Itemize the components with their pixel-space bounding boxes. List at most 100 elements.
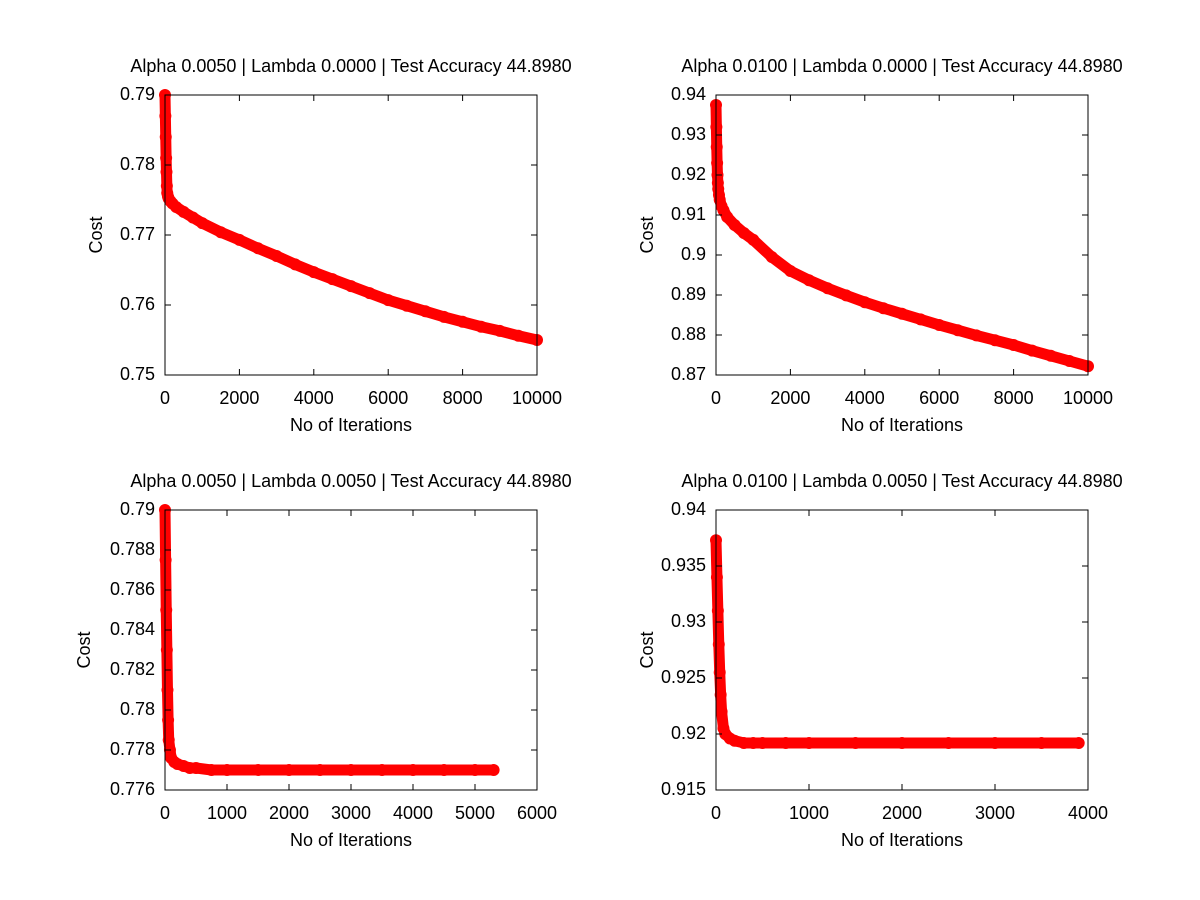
axes-frame: [715, 94, 1089, 376]
point: [438, 310, 450, 323]
point: [711, 604, 724, 617]
chart-title: Alpha 0.0050 | Lambda 0.0000 | Test Accu…: [130, 56, 571, 76]
y-tick-label: 0.94: [671, 499, 706, 519]
y-tick-label: 0.776: [110, 779, 155, 799]
point: [270, 250, 283, 262]
x-axis-label: No of Iterations: [290, 830, 412, 850]
point: [989, 736, 1001, 749]
x-tick-label: 4000: [1068, 803, 1108, 823]
y-tick-label: 0.92: [671, 164, 706, 184]
y-tick-label: 0.93: [671, 124, 706, 144]
chart-title: Alpha 0.0050 | Lambda 0.0050 | Test Accu…: [130, 471, 571, 491]
point: [314, 764, 326, 776]
point: [512, 329, 525, 342]
point: [712, 638, 725, 651]
point: [849, 736, 862, 749]
y-tick-label: 0.778: [110, 739, 155, 759]
point: [162, 734, 175, 746]
y-tick-label: 0.87: [671, 364, 706, 384]
point: [438, 764, 450, 776]
y-axis-label: Cost: [74, 631, 94, 668]
x-tick-label: 8000: [443, 388, 483, 408]
point: [951, 324, 964, 337]
point: [756, 736, 769, 749]
point: [896, 307, 908, 320]
point: [161, 684, 174, 696]
x-tick-label: 0: [160, 803, 170, 823]
x-tick-label: 2000: [882, 803, 922, 823]
point: [252, 242, 264, 255]
x-tick-label: 2000: [770, 388, 810, 408]
y-tick-label: 0.94: [671, 84, 706, 104]
x-axis-label: No of Iterations: [290, 415, 412, 435]
x-tick-label: 6000: [368, 388, 408, 408]
y-tick-label: 0.88: [671, 324, 706, 344]
point: [877, 302, 890, 315]
point: [840, 289, 853, 302]
y-tick-label: 0.93: [671, 611, 706, 631]
x-tick-label: 0: [711, 388, 721, 408]
y-axis-label: Cost: [637, 631, 657, 668]
x-tick-label: 5000: [455, 803, 495, 823]
plot-area: [716, 95, 1088, 375]
point: [307, 266, 320, 279]
point: [1026, 344, 1039, 357]
point: [896, 736, 908, 749]
point: [711, 157, 724, 169]
x-tick-label: 6000: [919, 388, 959, 408]
point: [710, 571, 723, 584]
y-tick-label: 0.9: [681, 244, 706, 264]
point: [363, 287, 376, 300]
point: [970, 329, 983, 342]
x-tick-label: 10000: [1063, 388, 1113, 408]
point: [710, 141, 723, 153]
y-tick-label: 0.788: [110, 539, 155, 559]
point: [713, 666, 726, 679]
point: [326, 273, 339, 286]
subplot: 0 1000 2000 3000 4000 5000 6000 0.776 0.778 0.78 0…: [74, 471, 572, 850]
point: [345, 764, 357, 776]
subplot: 0 2000 4000 6000 8000 10000 0.75 0.76 0.77 0.78 0.…: [86, 56, 572, 435]
y-tick-label: 0.786: [110, 579, 155, 599]
plot-area: [165, 510, 537, 790]
chart-title: Alpha 0.0100 | Lambda 0.0050 | Test Accu…: [681, 471, 1122, 491]
point: [289, 258, 302, 271]
point: [196, 217, 209, 230]
x-axis-label: No of Iterations: [841, 415, 963, 435]
point: [190, 762, 202, 774]
point: [283, 764, 295, 776]
point: [1072, 736, 1085, 749]
y-tick-label: 0.782: [110, 659, 155, 679]
y-tick-label: 0.79: [120, 499, 155, 519]
point: [803, 274, 815, 287]
point: [233, 233, 246, 246]
point: [858, 296, 871, 309]
point: [487, 764, 500, 776]
chart-title: Alpha 0.0100 | Lambda 0.0000 | Test Accu…: [681, 56, 1122, 76]
y-tick-label: 0.75: [120, 364, 155, 384]
x-tick-label: 2000: [269, 803, 309, 823]
point: [407, 764, 419, 776]
point: [160, 166, 173, 178]
point: [747, 736, 760, 749]
point: [456, 315, 469, 328]
point: [942, 736, 955, 749]
point: [1044, 349, 1057, 362]
point: [469, 764, 481, 776]
point: [221, 764, 233, 776]
point: [160, 604, 173, 616]
y-tick-label: 0.76: [120, 294, 155, 314]
point: [933, 319, 946, 331]
x-tick-label: 1000: [789, 803, 829, 823]
point: [159, 554, 172, 566]
point: [345, 280, 357, 293]
x-tick-label: 0: [711, 803, 721, 823]
point: [186, 211, 199, 224]
point: [382, 294, 395, 307]
point: [160, 644, 173, 656]
x-tick-label: 6000: [517, 803, 557, 823]
x-tick-label: 3000: [975, 803, 1015, 823]
point: [1063, 355, 1076, 367]
point: [765, 251, 778, 263]
